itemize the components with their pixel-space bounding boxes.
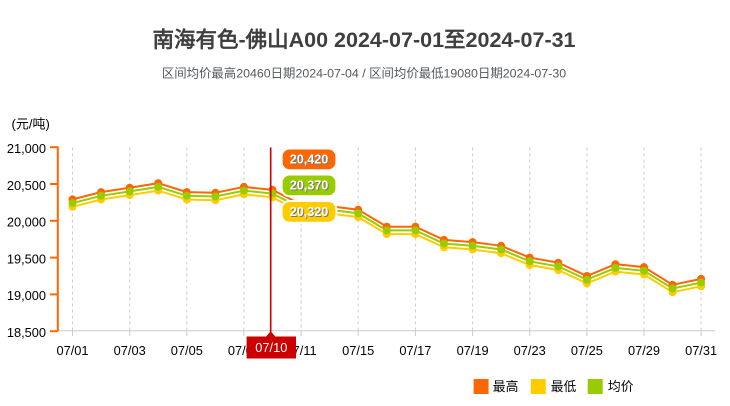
svg-text:21,000: 21,000 <box>7 141 46 156</box>
svg-text:南海有色-佛山A00 2024-07-01至2024-07-: 南海有色-佛山A00 2024-07-01至2024-07-31 <box>152 27 575 52</box>
svg-text:07/15: 07/15 <box>342 343 374 358</box>
svg-text:最低: 最低 <box>551 379 577 394</box>
svg-text:07/31: 07/31 <box>685 343 717 358</box>
svg-text:07/03: 07/03 <box>114 343 146 358</box>
svg-text:20,320: 20,320 <box>291 206 330 220</box>
svg-text:20,000: 20,000 <box>7 215 46 230</box>
svg-text:均价: 均价 <box>608 379 634 394</box>
svg-text:07/10: 07/10 <box>255 340 287 355</box>
svg-text:18,500: 18,500 <box>7 325 46 340</box>
svg-text:20,370: 20,370 <box>290 178 329 192</box>
svg-text:07/05: 07/05 <box>171 343 203 358</box>
svg-text:07/23: 07/23 <box>514 343 546 358</box>
svg-text:07/19: 07/19 <box>457 343 489 358</box>
svg-text:19,500: 19,500 <box>7 251 46 266</box>
svg-text:07/25: 07/25 <box>571 343 603 358</box>
svg-text:20,420: 20,420 <box>290 152 329 166</box>
svg-text:07/01: 07/01 <box>56 343 88 358</box>
svg-text:20,320: 20,320 <box>290 205 329 219</box>
svg-text:07/29: 07/29 <box>628 343 660 358</box>
svg-text:最高: 最高 <box>493 379 519 394</box>
svg-text:区间均价最高20460日期2024-07-04 / 区间均价: 区间均价最高20460日期2024-07-04 / 区间均价最低19080日期2… <box>162 66 566 81</box>
svg-text:(元/吨): (元/吨) <box>12 117 50 132</box>
svg-text:07/17: 07/17 <box>399 343 431 358</box>
svg-text:20,500: 20,500 <box>7 178 46 193</box>
svg-text:20,420: 20,420 <box>291 153 330 167</box>
svg-text:19,000: 19,000 <box>7 288 46 303</box>
svg-text:20,370: 20,370 <box>291 179 330 193</box>
